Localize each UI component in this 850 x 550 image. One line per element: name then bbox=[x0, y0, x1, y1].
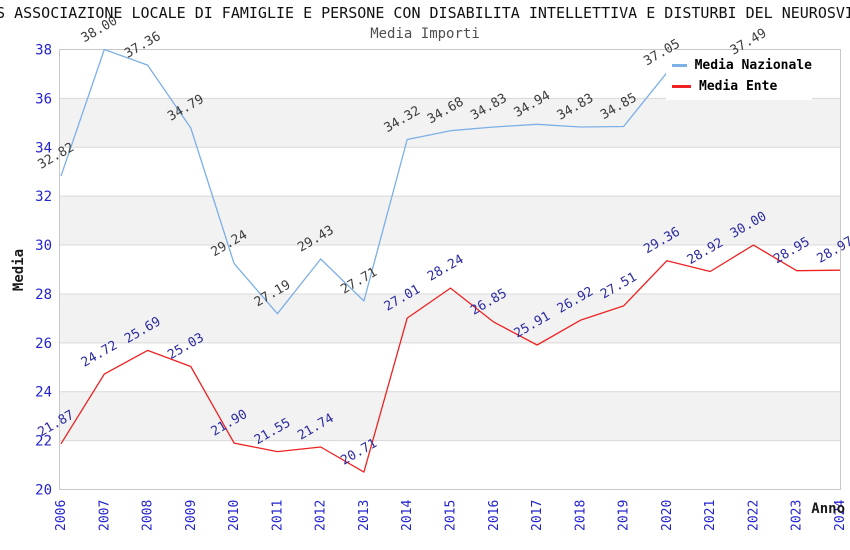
series-line-media-ente bbox=[60, 244, 841, 473]
x-axis-title: Anno bbox=[811, 501, 845, 517]
plot-band bbox=[59, 98, 841, 148]
page-title: S ASSOCIAZIONE LOCALE DI FAMIGLIE E PERS… bbox=[0, 4, 850, 22]
x-tick-label: 2017 bbox=[530, 500, 545, 531]
y-tick-label: 36 bbox=[35, 91, 52, 107]
y-tick-label: 22 bbox=[35, 434, 52, 450]
plot-band bbox=[59, 196, 841, 246]
x-tick-label: 2015 bbox=[444, 500, 459, 531]
x-tick-label: 2024 bbox=[833, 500, 848, 531]
plot-band bbox=[59, 293, 841, 343]
y-axis-title: Media bbox=[11, 248, 27, 292]
x-tick-label: 2021 bbox=[703, 500, 718, 531]
y-tick-label: 34 bbox=[35, 140, 52, 156]
blue-line-swatch bbox=[672, 64, 687, 67]
y-tick-label: 38 bbox=[35, 43, 52, 59]
y-tick-label: 32 bbox=[35, 189, 52, 205]
red-line-swatch bbox=[672, 85, 691, 88]
x-tick-label: 2019 bbox=[617, 500, 632, 531]
x-tick-label: 2008 bbox=[141, 500, 156, 531]
legend-label: Media Ente bbox=[699, 79, 778, 94]
y-tick-label: 20 bbox=[35, 483, 52, 499]
x-tick-label: 2006 bbox=[54, 500, 69, 531]
legend-item-media-ente: Media Ente bbox=[666, 79, 812, 94]
x-tick-label: 2020 bbox=[660, 500, 675, 531]
plot-band bbox=[59, 391, 841, 441]
x-tick-label: 2016 bbox=[487, 500, 502, 531]
y-tick-label: 24 bbox=[35, 385, 52, 401]
x-tick-label: 2010 bbox=[227, 500, 242, 531]
y-tick-label: 26 bbox=[35, 336, 52, 352]
x-tick-label: 2007 bbox=[97, 500, 112, 531]
legend-label: Media Nazionale bbox=[694, 58, 812, 73]
legend-item-media-nazionale: Media Nazionale bbox=[666, 58, 812, 73]
series-line-media-nazionale bbox=[60, 48, 754, 315]
x-tick-label: 2009 bbox=[184, 500, 199, 531]
chart-subtitle: Media Importi bbox=[370, 26, 480, 42]
legend: Media Nazionale Media Ente bbox=[666, 52, 812, 100]
y-tick-label: 30 bbox=[35, 238, 52, 254]
x-tick-label: 2018 bbox=[573, 500, 588, 531]
x-tick-label: 2023 bbox=[790, 500, 805, 531]
x-tick-label: 2011 bbox=[270, 500, 285, 531]
x-tick-label: 2014 bbox=[400, 500, 415, 531]
x-tick-label: 2013 bbox=[357, 500, 372, 531]
y-tick-label: 28 bbox=[35, 287, 52, 303]
plot-border bbox=[59, 49, 841, 490]
x-tick-label: 2022 bbox=[746, 500, 761, 531]
x-tick-label: 2012 bbox=[314, 500, 329, 531]
